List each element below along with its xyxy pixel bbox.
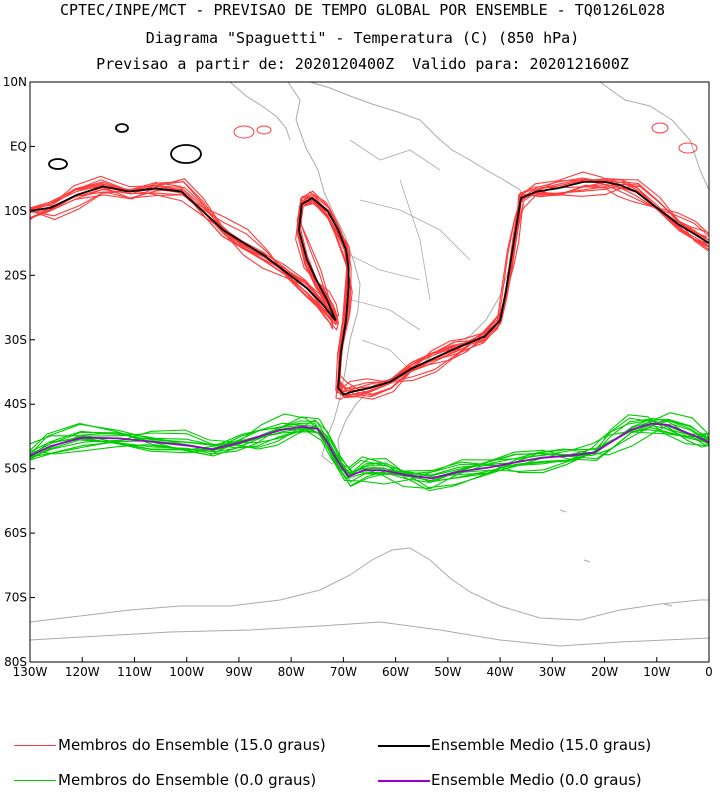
atlantic-islands xyxy=(559,509,673,607)
lat-tick-label: EQ xyxy=(10,139,27,153)
lat-tick-label: 60S xyxy=(4,526,27,540)
loop-mean-3 xyxy=(170,144,202,164)
antarctica-coast-inner xyxy=(30,621,709,647)
map-background xyxy=(30,82,709,662)
lat-tick-label: 20S xyxy=(4,268,27,282)
lon-tick-label: 90W xyxy=(225,665,252,679)
lon-tick-label: 50W xyxy=(434,665,461,679)
lon-tick-label: 30W xyxy=(539,665,566,679)
loop-member-3 xyxy=(678,142,698,154)
loop-member-1 xyxy=(233,125,255,139)
lat-tick-label: 50S xyxy=(4,462,27,476)
lon-tick-label: 40W xyxy=(487,665,514,679)
lon-tick-label: 80W xyxy=(278,665,305,679)
lat-tick-label: 40S xyxy=(4,397,27,411)
ensemble-mean-0-line xyxy=(30,422,709,480)
loop-member-4 xyxy=(651,122,669,134)
ensemble-member-0-line xyxy=(30,424,709,487)
lon-tick-label: 0 xyxy=(705,665,713,679)
country-borders xyxy=(339,139,471,371)
loop-mean-1 xyxy=(48,158,68,170)
lon-tick-label: 10W xyxy=(643,665,670,679)
lat-tick-label: 10N xyxy=(3,75,27,89)
contour-loops xyxy=(48,122,698,170)
header-subtitle: Diagrama "Spaguetti" - Temperatura (C) (… xyxy=(145,29,580,47)
lon-tick-label: 70W xyxy=(330,665,357,679)
lon-tick-label: 120W xyxy=(65,665,100,679)
ensemble-mean-15-line xyxy=(30,181,709,396)
legend-swatch-members-15 xyxy=(14,745,56,746)
legend-swatch-members-0 xyxy=(14,780,56,781)
legend-label-mean-0: Ensemble Medio (0.0 graus) xyxy=(431,771,642,789)
loop-mean-2 xyxy=(115,123,129,133)
legend-label-mean-15: Ensemble Medio (15.0 graus) xyxy=(431,736,652,754)
legend-swatch-mean-0 xyxy=(378,780,430,782)
header-dates: Previsao a partir de: 2020120400Z Valido… xyxy=(96,55,629,73)
lat-tick-label: 70S xyxy=(4,591,27,605)
ensemble-member-0-line xyxy=(33,413,707,485)
africa-coast xyxy=(599,82,709,191)
lon-tick-label: 130W xyxy=(13,665,48,679)
coastline-layer xyxy=(30,82,709,647)
header-title: CPTEC/INPE/MCT - PREVISAO DE TEMPO GLOBA… xyxy=(59,1,666,19)
lon-tick-label: 110W xyxy=(117,665,152,679)
lat-tick-label: 80S xyxy=(4,655,27,669)
antarctica-coast xyxy=(30,547,709,623)
lon-tick-label: 20W xyxy=(591,665,618,679)
central-america-coast xyxy=(229,82,291,141)
lon-tick-label: 60W xyxy=(382,665,409,679)
ensemble-member-15-line xyxy=(33,184,709,391)
lat-tick-label: 30S xyxy=(4,333,27,347)
legend-label-members-15: Membros do Ensemble (15.0 graus) xyxy=(58,736,326,754)
lat-tick-label: 10S xyxy=(4,204,27,218)
lon-tick-label: 100W xyxy=(169,665,204,679)
legend-swatch-mean-15 xyxy=(378,745,430,747)
ensemble-member-15-line xyxy=(30,179,708,393)
map-frame xyxy=(29,81,710,663)
loop-member-2 xyxy=(256,125,272,135)
legend-label-members-0: Membros do Ensemble (0.0 graus) xyxy=(58,771,317,789)
